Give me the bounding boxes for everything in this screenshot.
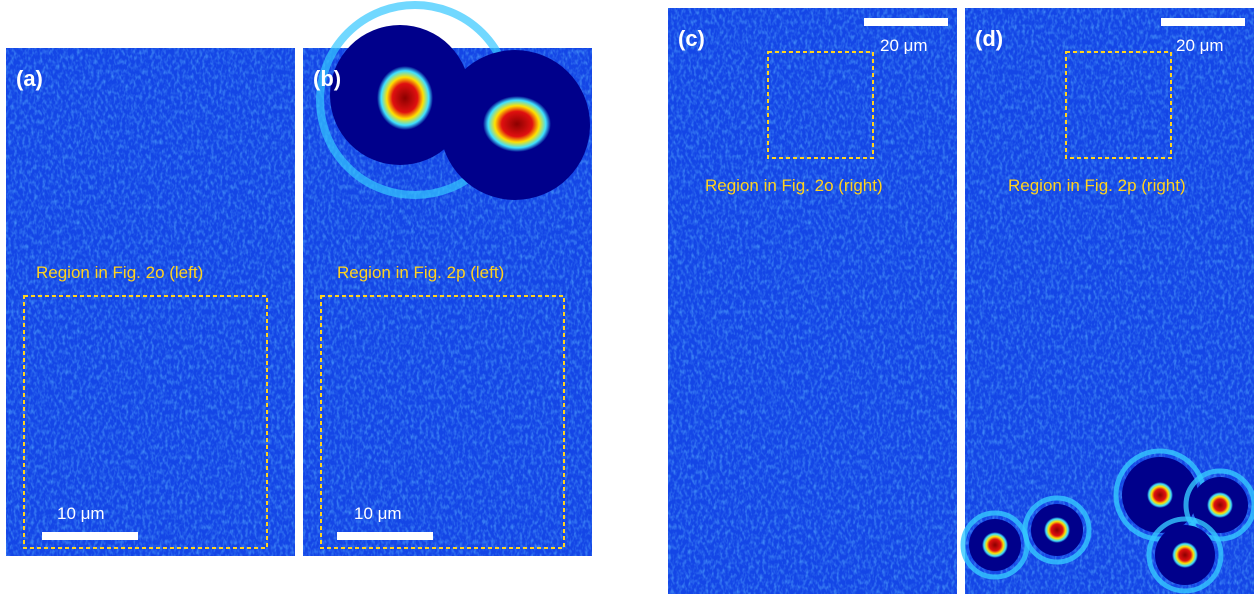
particle [1207,492,1233,518]
scale-label: 20 μm [880,36,928,55]
scale-bar [42,532,138,540]
image-noise [668,8,957,594]
region-label: Region in Fig. 2o (right) [705,176,883,195]
particle [1044,517,1070,543]
image-noise [6,48,295,556]
region-label: Region in Fig. 2p (right) [1008,176,1186,195]
particle [982,532,1008,558]
scale-bar [1161,18,1245,26]
panel-label: (d) [975,26,1003,51]
particle [483,96,551,152]
scale-label: 10 μm [354,504,402,523]
panel-label: (c) [678,26,705,51]
page: (a) Region in Fig. 2o (left) 10 μm (b) Regio… [0,0,1254,594]
particle [377,66,433,130]
scale-label: 20 μm [1176,36,1224,55]
scale-bar [337,532,433,540]
region-label: Region in Fig. 2o (left) [36,263,203,282]
scale-label: 10 μm [57,504,105,523]
panel-label: (b) [313,66,341,91]
panel-label: (a) [16,66,43,91]
particle [1172,542,1198,568]
figure: (a) Region in Fig. 2o (left) 10 μm (b) Regio… [0,0,1254,594]
region-label: Region in Fig. 2p (left) [337,263,504,282]
scale-bar [864,18,948,26]
particle [1147,482,1173,508]
